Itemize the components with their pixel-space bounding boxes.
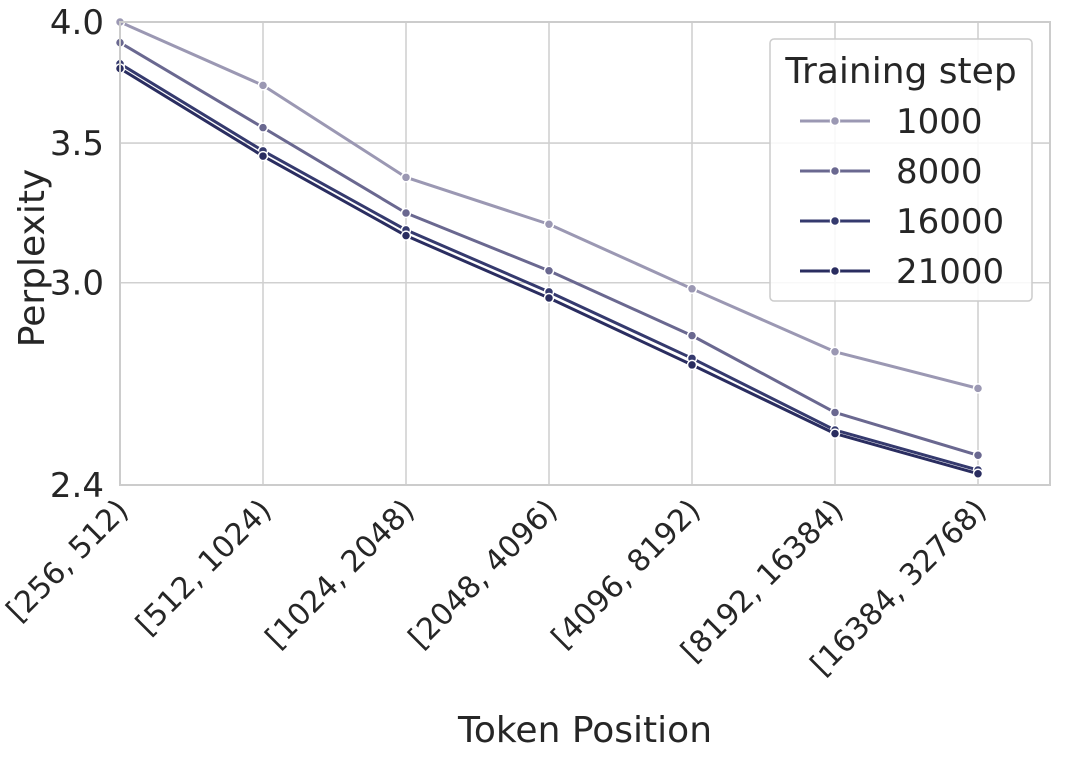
legend-label: 21000 — [896, 252, 1004, 292]
legend-item: 21000 — [800, 252, 1004, 292]
y-axis-title: Perplexity — [12, 169, 53, 347]
series-1000 — [114, 16, 984, 394]
data-point — [543, 219, 555, 230]
y-tick-label: 3.0 — [50, 264, 104, 304]
x-tick-label: [2048, 4096) — [402, 493, 565, 656]
legend-swatch-marker — [829, 265, 841, 277]
x-tick-label: [512, 1024) — [129, 493, 278, 642]
legend-items: 1000 8000 16000 21000 — [800, 102, 1004, 292]
legend-label: 16000 — [896, 202, 1004, 242]
data-point — [829, 346, 841, 358]
data-point — [400, 230, 412, 241]
x-tick-label: [256, 512) — [0, 493, 136, 629]
series-lines — [114, 16, 984, 479]
data-point — [972, 468, 984, 479]
legend-item: 16000 — [800, 202, 1004, 242]
data-point — [400, 172, 412, 183]
y-tick-labels: 2.4 3.0 3.5 4.0 — [50, 3, 104, 506]
legend: Training step 1000 8000 16000 21000 — [769, 38, 1033, 302]
legend-swatch-marker — [829, 215, 841, 227]
y-tick-label: 3.5 — [50, 124, 104, 164]
data-point — [972, 450, 984, 461]
data-point — [829, 407, 841, 418]
y-tick-label: 2.4 — [50, 466, 104, 506]
x-axis-title: Token Position — [457, 710, 712, 751]
series-21000 — [114, 63, 984, 479]
legend-label: 1000 — [896, 102, 983, 142]
legend-label: 8000 — [896, 152, 983, 192]
series-8000 — [114, 37, 984, 461]
data-point — [400, 207, 412, 219]
plot-frame — [119, 21, 1051, 486]
data-point — [257, 122, 269, 133]
x-tick-label: [1024, 2048) — [259, 493, 422, 656]
data-point — [257, 150, 269, 162]
data-point — [972, 383, 984, 394]
data-point — [686, 330, 698, 341]
y-tick-label: 4.0 — [50, 3, 104, 43]
legend-swatch-marker — [829, 115, 841, 127]
data-point — [543, 292, 555, 304]
legend-swatch-marker — [829, 165, 841, 177]
legend-box — [769, 38, 1033, 302]
legend-item: 1000 — [800, 102, 983, 142]
x-tick-labels: [256, 512)[512, 1024)[1024, 2048)[2048, … — [0, 493, 994, 683]
data-point — [829, 428, 841, 439]
x-tick-label: [4096, 8192) — [545, 493, 708, 656]
legend-title: Training step — [784, 51, 1016, 92]
data-point — [257, 80, 269, 91]
data-point — [543, 265, 555, 276]
legend-item: 8000 — [800, 152, 983, 192]
data-point — [686, 359, 698, 371]
data-point — [686, 283, 698, 295]
